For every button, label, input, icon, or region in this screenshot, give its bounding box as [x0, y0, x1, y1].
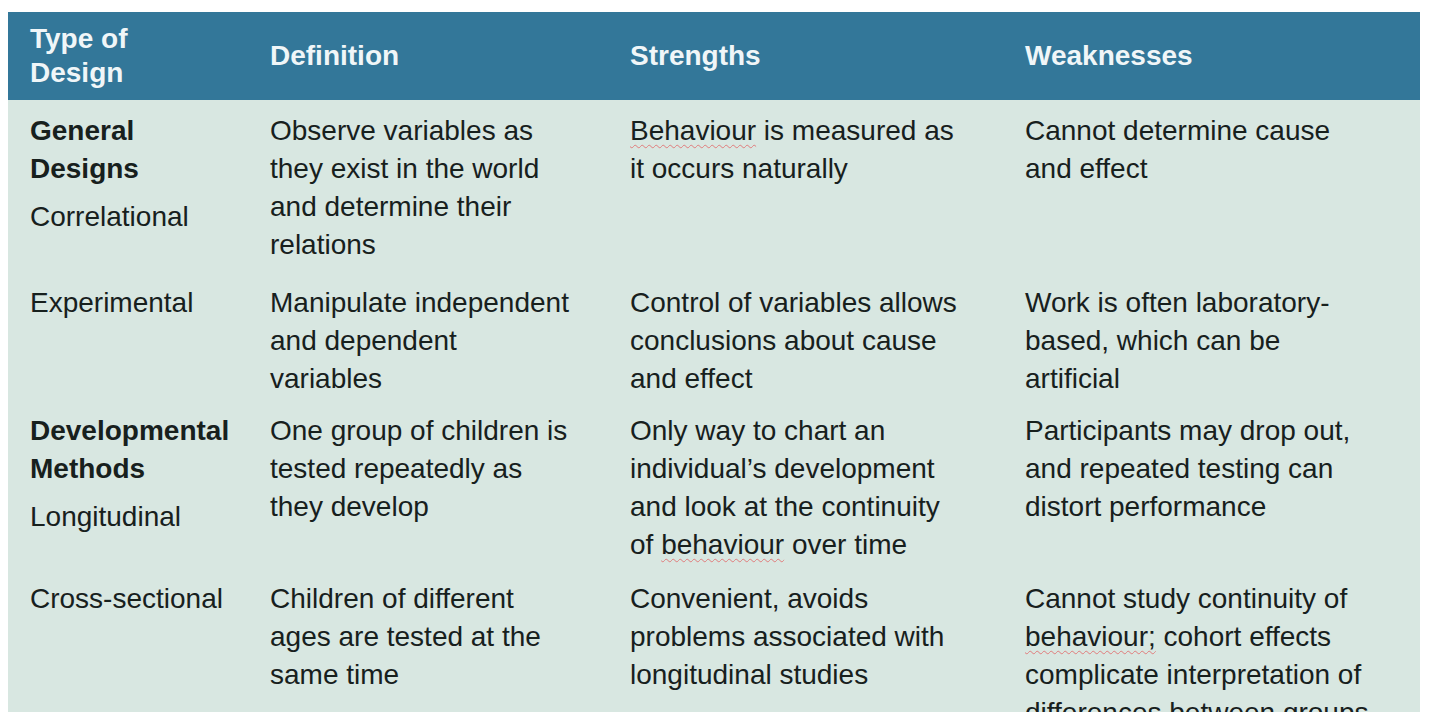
table-header-row: Type of DesignDefinitionStrengthsWeaknes…	[8, 12, 1420, 100]
header-cell-weaknesses: Weaknesses	[1003, 39, 1420, 73]
cell-type-of-design: Experimental	[8, 284, 248, 398]
cell-text: Cannot study continuity of	[1025, 583, 1347, 614]
cell-text: Manipulate independent and dependent var…	[270, 287, 569, 394]
cell-weaknesses: Participants may drop out, and repeated …	[1003, 412, 1420, 564]
table-row: Cross-sectional Children of different age…	[8, 564, 1420, 712]
screenshot-root: Type of DesignDefinitionStrengthsWeaknes…	[0, 0, 1440, 722]
cell-definition: One group of children is tested repeated…	[248, 412, 608, 564]
design-name-label: Cross-sectional	[30, 580, 242, 618]
cell-weaknesses: Cannot determine cause and effect	[1003, 112, 1420, 272]
cell-text: Cannot determine cause and effect	[1025, 115, 1330, 184]
cell-strengths: Behaviour is measured as it occurs natur…	[608, 112, 1003, 272]
design-name-label: Correlational	[30, 198, 242, 236]
research-designs-table: Type of DesignDefinitionStrengthsWeaknes…	[8, 12, 1420, 712]
cell-type-of-design: Cross-sectional	[8, 580, 248, 712]
design-group-label: Developmental Methods	[30, 412, 242, 488]
table-body: General Designs Correlational Observe vari…	[8, 100, 1420, 712]
header-cell-definition: Definition	[248, 39, 608, 73]
cell-text: over time	[784, 529, 907, 560]
table-row: Developmental Methods Longitudinal One gro…	[8, 398, 1420, 564]
misspelled-word: behaviour	[661, 529, 784, 560]
cell-text: Participants may drop out, and repeated …	[1025, 415, 1350, 522]
table-row: General Designs Correlational Observe vari…	[8, 100, 1420, 272]
cell-text: Observe variables as they exist in the w…	[270, 115, 539, 260]
misspelled-word: behaviour;	[1025, 621, 1156, 652]
header-cell-strengths: Strengths	[608, 39, 1003, 73]
cell-definition: Children of different ages are tested at…	[248, 580, 608, 712]
table-row: Experimental Manipulate independent and d…	[8, 272, 1420, 398]
header-cell-type: Type of Design	[8, 22, 248, 90]
misspelled-word: Behaviour	[630, 115, 756, 146]
cell-text: Convenient, avoids problems associated w…	[630, 583, 944, 690]
cell-strengths: Convenient, avoids problems associated w…	[608, 580, 1003, 712]
cell-text: One group of children is tested repeated…	[270, 415, 567, 522]
cell-strengths: Control of variables allows conclusions …	[608, 284, 1003, 398]
design-name-label: Experimental	[30, 284, 242, 322]
cell-definition: Observe variables as they exist in the w…	[248, 112, 608, 272]
cell-weaknesses: Work is often laboratory- based, which c…	[1003, 284, 1420, 398]
cell-strengths: Only way to chart an individual’s develo…	[608, 412, 1003, 564]
design-name-label: Longitudinal	[30, 498, 242, 536]
cell-definition: Manipulate independent and dependent var…	[248, 284, 608, 398]
cell-type-of-design: General Designs Correlational	[8, 112, 248, 272]
cell-text: Control of variables allows conclusions …	[630, 287, 957, 394]
cell-text: Work is often laboratory- based, which c…	[1025, 287, 1330, 394]
design-group-label: General Designs	[30, 112, 242, 188]
cell-type-of-design: Developmental Methods Longitudinal	[8, 412, 248, 564]
cell-weaknesses: Cannot study continuity of behaviour; co…	[1003, 580, 1420, 712]
cell-text: Children of different ages are tested at…	[270, 583, 541, 690]
